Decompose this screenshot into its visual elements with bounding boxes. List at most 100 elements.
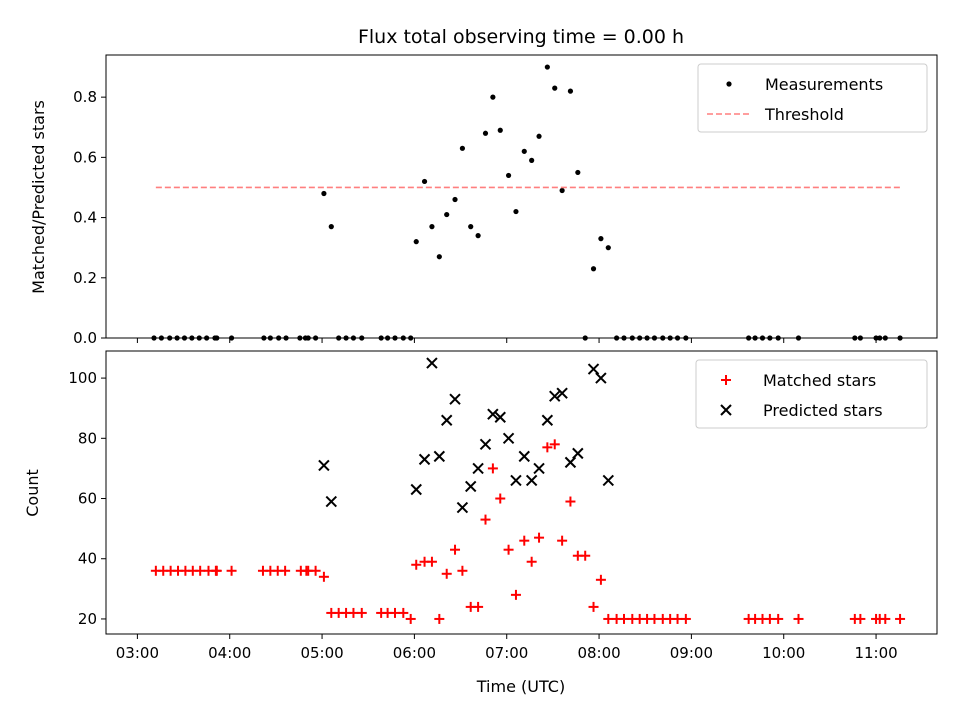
measurement-point [605, 245, 611, 251]
matched-star-point [588, 601, 599, 612]
matched-star-point [510, 589, 521, 600]
y-tick-label: 40 [78, 550, 97, 568]
x-axis-label: Time (UTC) [476, 677, 565, 696]
predicted-star-point [449, 393, 461, 405]
measurement-point [567, 88, 574, 94]
predicted-star-point [494, 411, 506, 423]
matched-star-point [310, 565, 321, 576]
bottom-legend-box [695, 359, 928, 429]
measurement-point [544, 64, 550, 70]
matched-star-point [680, 613, 691, 624]
matched-star-point [411, 559, 422, 570]
measurement-point [444, 211, 450, 218]
predicted-star-point [472, 462, 484, 475]
measurement-point [590, 266, 597, 272]
y-tick-label: 60 [78, 490, 97, 508]
measurement-point [421, 178, 428, 185]
predicted-star-point [510, 474, 522, 487]
matched-star-point [549, 439, 560, 450]
predicted-star-point [433, 450, 446, 463]
top-legend-box [697, 63, 928, 133]
legend-matched-label: Matched stars [763, 371, 876, 390]
y-tick-label: 0.2 [73, 269, 97, 287]
matched-star-point [405, 613, 416, 624]
measurement-point [559, 187, 565, 194]
matched-star-point [557, 535, 568, 546]
matched-star-point [773, 613, 784, 624]
legend-threshold-label: Threshold [764, 105, 844, 124]
matched-star-point [880, 613, 891, 624]
chart-title: Flux total observing time = 0.00 h [358, 26, 684, 48]
predicted-star-point [549, 390, 561, 402]
y-tick-label: 100 [68, 369, 97, 387]
matched-star-point [280, 565, 291, 576]
predicted-star-point [479, 438, 492, 451]
legend-predicted-marker [720, 404, 732, 416]
matched-star-point [519, 535, 530, 546]
measurement-point [521, 148, 527, 154]
bottom-legend: Matched stars Predicted stars [695, 359, 928, 429]
measurement-point [429, 224, 435, 230]
predicted-star-point [587, 363, 600, 375]
bottom-panel: 20 40 60 80 100 03:00 04:00 05:00 06:00 07:00 08:… [23, 350, 938, 696]
predicted-star-point [426, 357, 438, 369]
measurement-point [497, 127, 503, 133]
top-y-axis-label: Matched/Predicted stars [29, 100, 48, 294]
predicted-star-point [525, 474, 538, 487]
measurement-point [459, 145, 466, 151]
matched-star-point [226, 565, 237, 576]
predicted-star-point [456, 501, 469, 514]
matched-star-point [487, 463, 498, 474]
y-tick-label: 0.4 [73, 209, 97, 227]
matched-star-point [495, 493, 506, 504]
matched-star-point [457, 565, 468, 576]
matched-star-point [441, 568, 452, 579]
y-tick-label: 20 [78, 610, 97, 628]
x-tick-label: 09:00 [670, 644, 713, 662]
measurement-point [490, 94, 496, 100]
x-tick-label: 04:00 [208, 644, 251, 662]
top-panel: 0.00.20.40.60.8 Matched/Predicted stars … [29, 54, 938, 347]
matched-star-point [580, 550, 591, 561]
predicted-star-point [541, 414, 554, 426]
legend-matched-marker [721, 375, 731, 385]
predicted-star-point [325, 495, 338, 508]
matched-star-point [318, 571, 329, 582]
measurement-point [536, 133, 542, 139]
predicted-star-point [556, 387, 568, 399]
y-tick-label: 0.0 [73, 329, 97, 347]
x-tick-label: 11:00 [854, 644, 897, 662]
predicted-star-point [533, 462, 545, 475]
x-tick-label: 07:00 [485, 644, 528, 662]
bottom-y-axis-label: Count [23, 469, 42, 517]
predicted-star-point [518, 450, 530, 463]
predicted-star-point [318, 459, 330, 472]
bottom-panel-frame [105, 350, 938, 635]
x-tick-label: 03:00 [116, 644, 159, 662]
legend-measurements-marker [726, 81, 732, 87]
matched-star-point [434, 613, 445, 624]
measurement-point [413, 239, 419, 245]
measurement-point [552, 85, 558, 91]
matched-star-point [526, 556, 537, 567]
matched-star-point [534, 532, 545, 543]
matched-star-point [793, 613, 804, 624]
legend-predicted-label: Predicted stars [763, 401, 883, 420]
x-tick-label: 08:00 [577, 644, 620, 662]
x-tick-label: 05:00 [300, 644, 343, 662]
x-tick-label: 10:00 [762, 644, 805, 662]
measurement-point [505, 172, 512, 179]
matched-star-point [895, 613, 906, 624]
matched-star-point [542, 442, 553, 453]
top-legend: Measurements Threshold [697, 63, 928, 133]
matched-star-point [356, 607, 367, 618]
matched-star-point [426, 556, 437, 567]
matched-star-point [211, 565, 222, 576]
measurement-point [529, 157, 535, 163]
top-panel-frame [105, 54, 938, 339]
predicted-star-point [564, 456, 577, 469]
predicted-star-point [465, 480, 477, 493]
matched-star-point [398, 607, 409, 618]
y-tick-label: 0.8 [73, 88, 97, 106]
measurement-point [598, 236, 604, 242]
